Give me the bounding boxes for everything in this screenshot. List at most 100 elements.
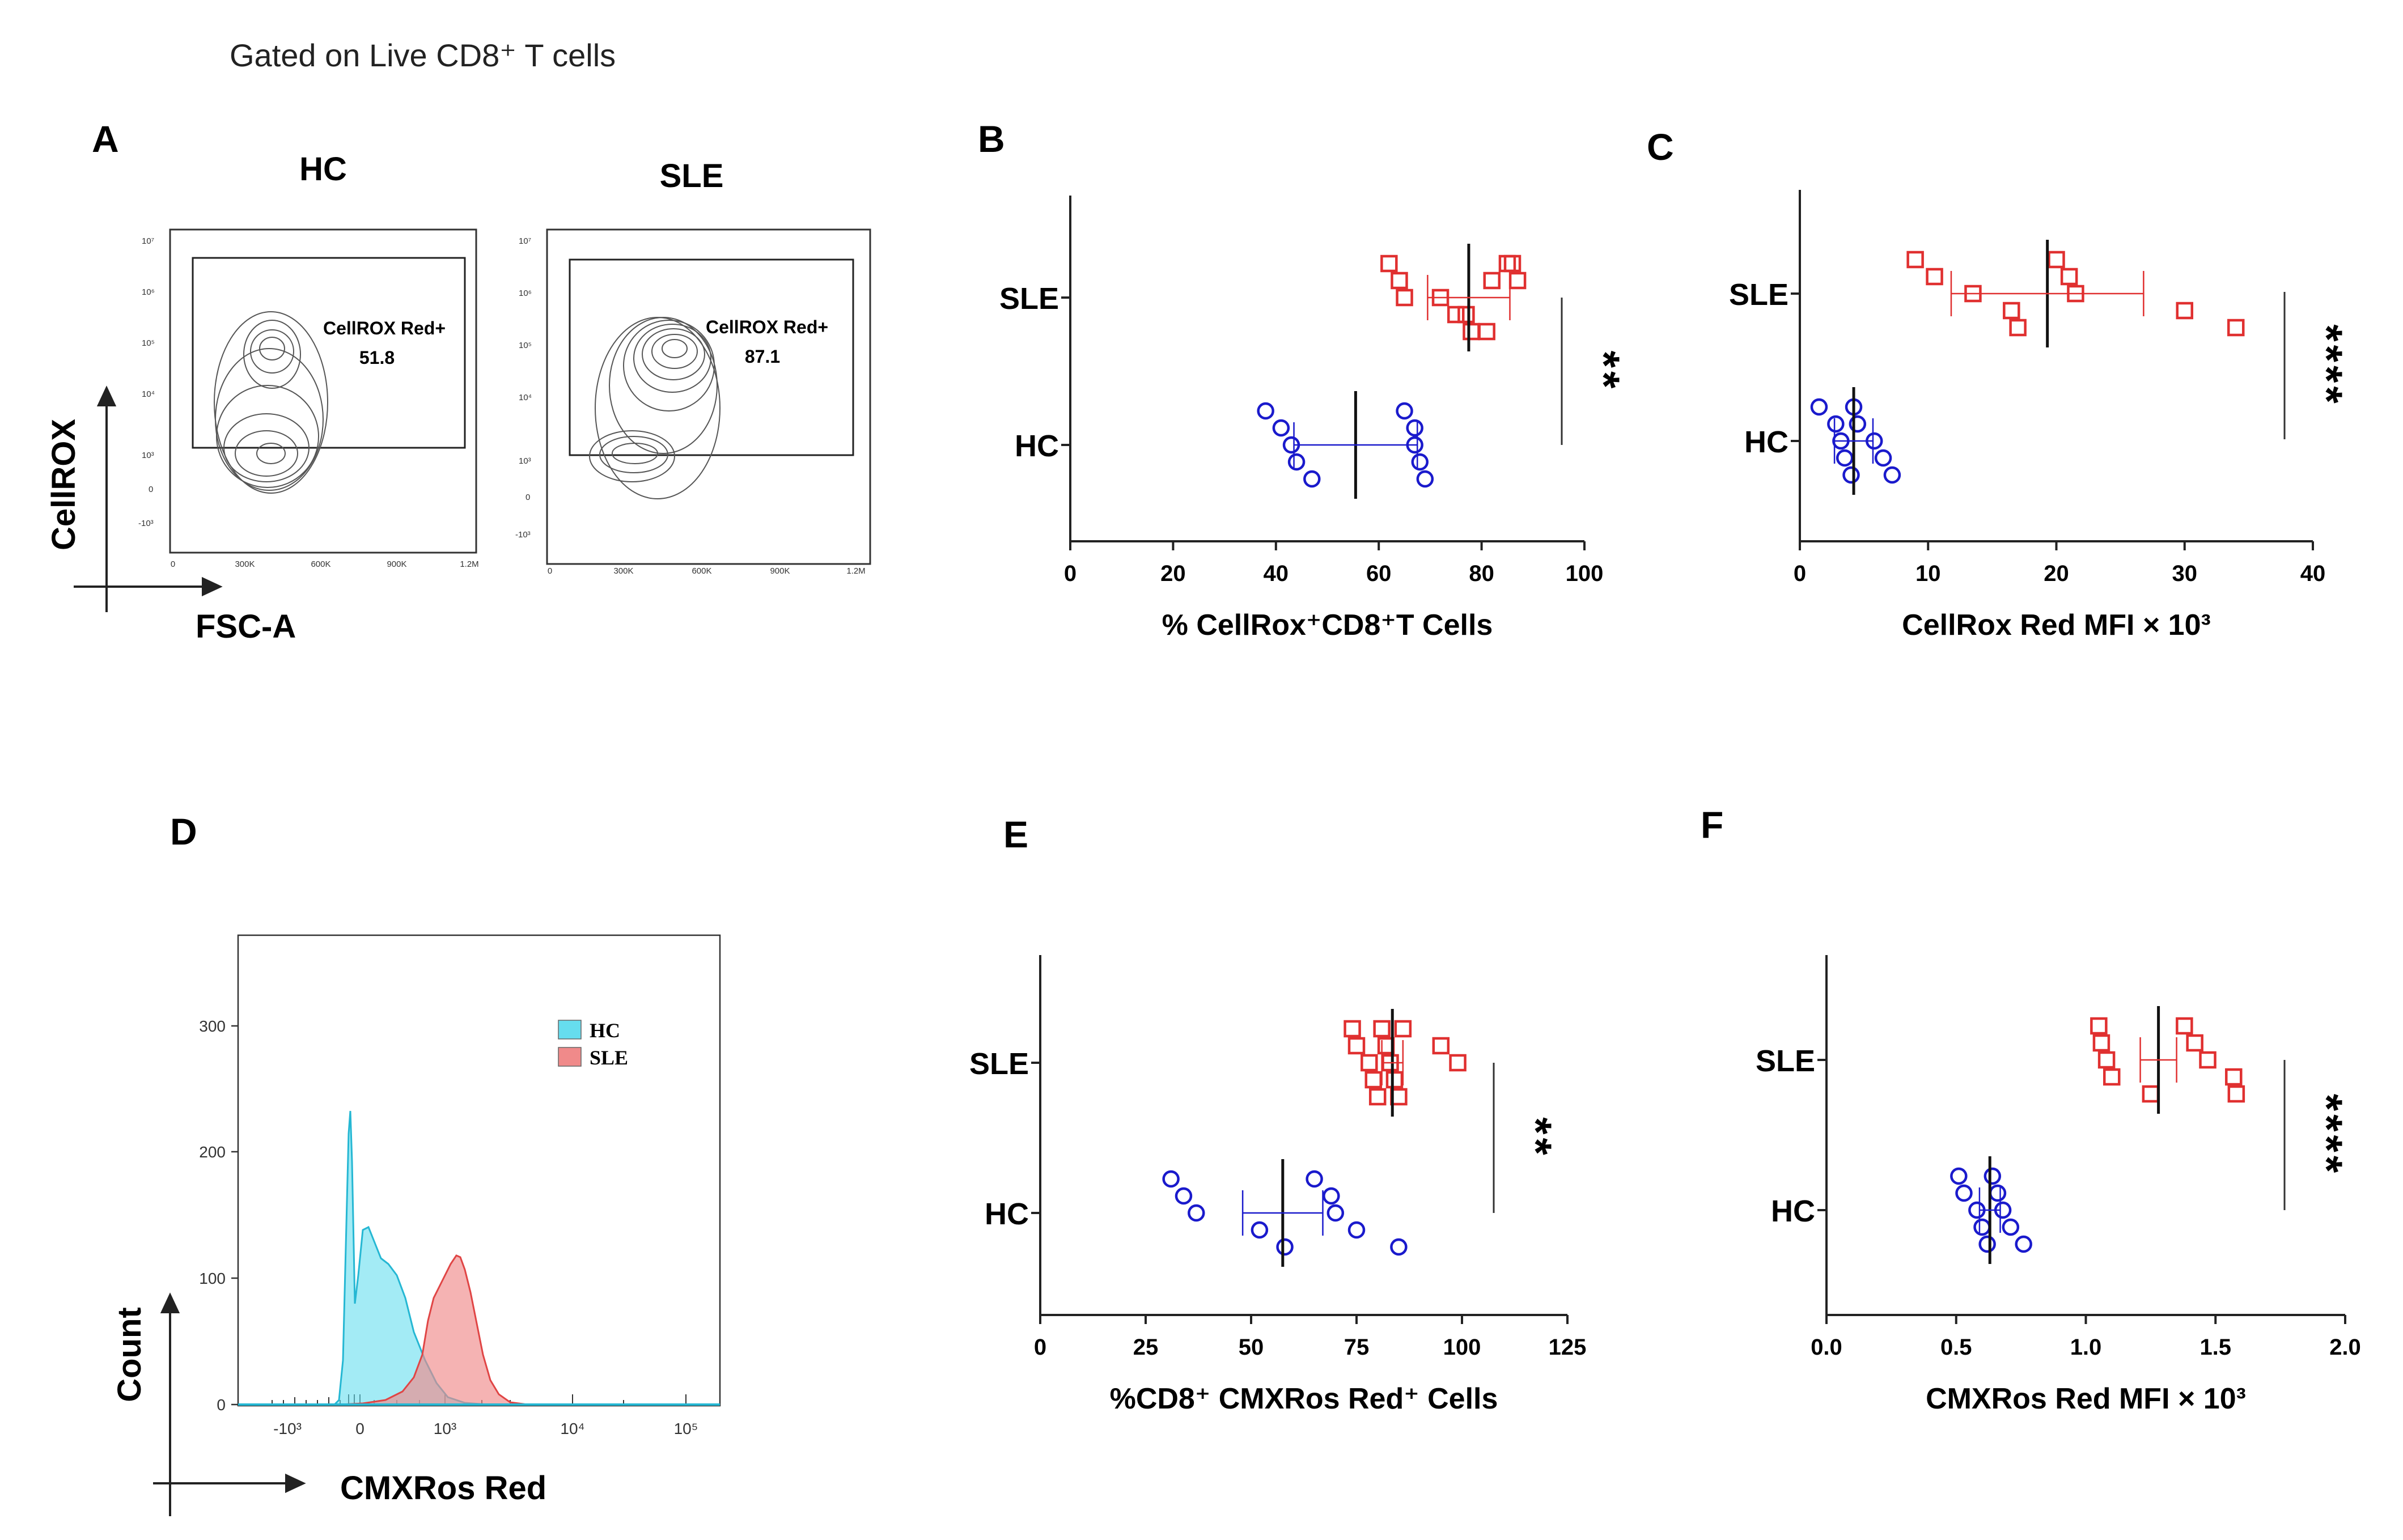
panel-a-sle-title: SLE — [660, 158, 724, 194]
histogram-sle-curve — [340, 1254, 528, 1406]
histogram-ytick: 200 — [199, 1143, 226, 1161]
hc-ytick: 10⁴ — [142, 389, 155, 399]
x-tick-label: 1.0 — [2070, 1335, 2102, 1360]
flow-plot-hc-gate — [192, 257, 466, 449]
data-point-circle — [1411, 453, 1429, 471]
data-point-square — [2009, 319, 2027, 337]
sle-ytick: 10³ — [519, 456, 531, 466]
panel-a-letter: A — [92, 118, 119, 160]
flow-plot-sle: 10⁷ 10⁶ 10⁵ 10⁴ 10³ 0 -10³ 0 300K 600K 9… — [515, 228, 871, 576]
data-point-circle — [1303, 470, 1321, 488]
data-point-circle — [1326, 1204, 1345, 1222]
flow-plot-sle-contours — [589, 317, 721, 499]
data-point-circle — [1842, 466, 1860, 484]
hc-ytick: 10³ — [142, 451, 154, 460]
data-point-circle — [2002, 1218, 2020, 1236]
data-point-square — [2060, 268, 2078, 286]
significance-stars: ** — [1579, 351, 1629, 392]
sle-xtick: 600K — [692, 566, 711, 576]
sle-xtick: 300K — [613, 566, 633, 576]
category-label: SLE — [1756, 1044, 1815, 1078]
significance-stars: ** — [1511, 1117, 1561, 1159]
data-point-square — [1498, 254, 1516, 273]
flow-plot-sle-yticks: 10⁷ 10⁶ 10⁵ 10⁴ 10³ 0 -10³ — [515, 236, 532, 540]
sle-ytick: 10⁶ — [519, 289, 532, 298]
flow-plot-hc-xticks: 0 300K 600K 900K 1.2M — [171, 559, 479, 569]
flow-plot-hc-gate-label: CellROX Red+ — [323, 318, 446, 338]
histogram-ytick: 300 — [199, 1017, 226, 1035]
data-point-circle — [1874, 449, 1892, 467]
legend-hc-label: HC — [590, 1019, 620, 1042]
data-point-circle — [1973, 1218, 1991, 1236]
histogram-xtick: 10⁴ — [560, 1420, 584, 1437]
data-point-square — [2090, 1017, 2108, 1035]
data-point-circle — [1416, 470, 1434, 488]
panel-a: A HC SLE 10⁷ 10⁶ 10⁵ 10⁴ 10³ 0 -10³ 0 30… — [45, 118, 871, 645]
panel-c-xlabel: CellRox Red MFI × 10³ — [1902, 609, 2211, 642]
panel-a-xlabel: FSC-A — [196, 608, 296, 645]
data-point-square — [1344, 1020, 1361, 1038]
x-tick-label: 1.5 — [2199, 1335, 2231, 1360]
data-point-square — [1457, 306, 1475, 324]
hc-ytick: 0 — [149, 485, 153, 494]
hc-ytick: 10⁵ — [142, 338, 155, 348]
hc-xtick: 300K — [235, 559, 255, 569]
data-point-square — [1364, 1071, 1383, 1089]
x-tick-label: 125 — [1549, 1335, 1587, 1360]
hc-ytick: 10⁷ — [142, 236, 154, 246]
category-label: HC — [985, 1197, 1029, 1231]
data-point-circle — [1347, 1221, 1366, 1239]
data-point-square — [1926, 268, 1943, 286]
panel-e: E 0 25 50 75 100 125 SLE HC %CD8⁺ CMXRos Red⁺ Cel… — [969, 813, 1586, 1415]
data-point-circle — [1251, 1221, 1269, 1239]
data-point-square — [1368, 1088, 1387, 1106]
flow-plot-hc-frame — [169, 228, 477, 554]
data-point-square — [1503, 254, 1522, 273]
histogram-xtick: 10⁵ — [674, 1420, 698, 1437]
flow-plot-sle-gate — [569, 258, 854, 456]
data-point-square — [1508, 271, 1527, 290]
panel-b: B 0 20 40 60 80 100 SLE HC % CellRox⁺CD8⁺T Cells *… — [978, 118, 1629, 642]
panel-a-hc-title: HC — [299, 151, 347, 188]
flow-plot-hc: 10⁷ 10⁶ 10⁵ 10⁴ 10³ 0 -10³ 0 300K 600K 9… — [138, 228, 479, 569]
data-point-square — [1396, 289, 1413, 307]
sle-xtick: 0 — [548, 566, 552, 576]
panel-c: C 0 10 20 30 40 SLE HC CellRox Red MFI × 10³ **** — [1647, 126, 2352, 642]
x-tick-label: 0 — [1064, 561, 1077, 586]
data-point-circle — [1175, 1187, 1193, 1205]
data-point-square — [2186, 1034, 2203, 1052]
panel-f: F 0.0 0.5 1.0 1.5 2.0 SLE HC CMXRos Red MFI × 10… — [1701, 804, 2361, 1415]
data-point-square — [1447, 306, 1465, 324]
data-point-circle — [1849, 415, 1867, 433]
data-point-circle — [1162, 1170, 1180, 1188]
panel-c-letter: C — [1647, 126, 1674, 168]
panel-a-axis-arrows — [74, 385, 223, 612]
histogram-xtick: -10³ — [273, 1420, 302, 1437]
x-tick-label: 75 — [1344, 1335, 1370, 1360]
data-point-circle — [1978, 1235, 1996, 1253]
panel-f-xlabel: CMXRos Red MFI × 10³ — [1926, 1382, 2246, 1415]
data-point-square — [1432, 1037, 1450, 1055]
category-label: HC — [1015, 429, 1059, 463]
histogram-legend: HC SLE — [558, 1019, 628, 1069]
category-label: HC — [1744, 425, 1789, 459]
x-tick-label: 100 — [1566, 561, 1604, 586]
data-point-square — [2199, 1051, 2216, 1069]
category-label: HC — [1771, 1194, 1815, 1228]
data-point-square — [1478, 323, 1495, 341]
histogram-xtick: 10³ — [434, 1420, 456, 1437]
panel-d-letter: D — [170, 811, 197, 852]
data-point-square — [2225, 1068, 2243, 1086]
flow-plot-hc-contours — [214, 311, 328, 494]
data-point-square — [2103, 1068, 2121, 1086]
hc-ytick: 10⁶ — [142, 287, 155, 297]
hc-xtick: 600K — [311, 559, 330, 569]
data-point-circle — [1276, 1238, 1294, 1256]
data-point-circle — [1323, 1187, 1340, 1205]
category-label: SLE — [969, 1047, 1029, 1081]
data-point-circle — [1306, 1170, 1323, 1188]
figure-header: Gated on Live CD8⁺ T cells — [230, 37, 616, 73]
histogram-ytick: 0 — [217, 1396, 226, 1414]
panel-f-letter: F — [1701, 804, 1723, 846]
